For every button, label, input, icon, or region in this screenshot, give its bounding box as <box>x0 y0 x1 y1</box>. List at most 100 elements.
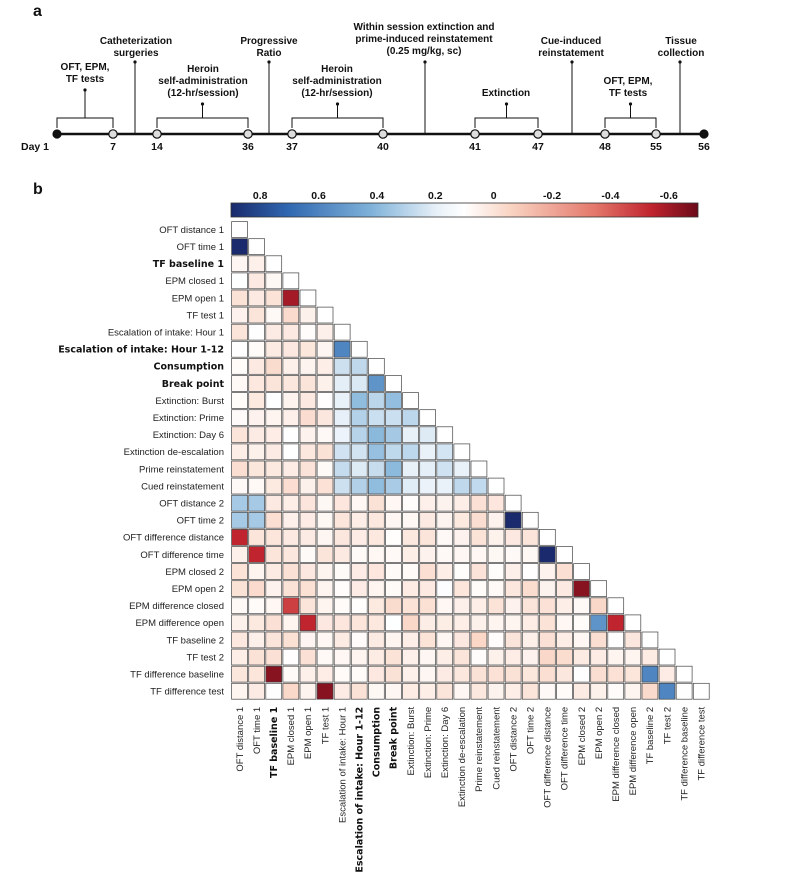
timeline-stem-dot <box>570 60 574 64</box>
heatmap-cell <box>299 392 317 409</box>
heatmap-cell <box>231 426 248 444</box>
heatmap-cell <box>333 358 351 375</box>
heatmap-cell <box>316 494 334 512</box>
timeline-day-marker <box>243 129 253 139</box>
heatmap-cell <box>436 477 454 495</box>
heatmap-cell <box>316 323 334 341</box>
heatmap-cell <box>487 665 505 683</box>
heatmap-cell <box>453 477 471 495</box>
heatmap-cell <box>368 375 385 392</box>
heatmap-cell <box>231 665 248 683</box>
heatmap-diagonal-cell <box>539 529 556 546</box>
heatmap-cell <box>282 306 300 324</box>
heatmap-cell <box>470 631 488 649</box>
heatmap-cell <box>573 614 590 632</box>
heatmap-cell <box>368 443 385 461</box>
heatmap-cell <box>385 409 402 426</box>
heatmap-cell <box>248 255 265 273</box>
heatmap-cell <box>299 477 317 495</box>
heatmap-cell <box>368 426 385 444</box>
heatmap-cell <box>607 682 625 700</box>
heatmap-cell <box>333 614 351 632</box>
heatmap-cell <box>231 631 248 649</box>
heatmap-cell <box>316 665 334 683</box>
heatmap-cell <box>231 358 248 375</box>
row-label: Extinction de-escalation <box>124 447 224 458</box>
heatmap-cell <box>333 529 351 546</box>
heatmap-diagonal-cell <box>316 306 334 324</box>
heatmap-cell <box>487 546 505 563</box>
timeline-day-label: 48 <box>599 141 611 153</box>
heatmap-cell <box>231 580 248 597</box>
heatmap-cell <box>316 597 334 615</box>
heatmap-cell <box>436 648 454 666</box>
colorbar-tick-label: 0.6 <box>311 190 326 202</box>
heatmap-cell <box>248 546 265 563</box>
column-label: TF baseline 1 <box>269 707 280 778</box>
heatmap-cell <box>573 665 590 683</box>
heatmap-cell <box>350 563 368 580</box>
heatmap-cell <box>316 682 334 700</box>
heatmap-cell <box>487 631 505 649</box>
heatmap-cell <box>624 665 642 683</box>
heatmap-cell <box>504 665 522 683</box>
heatmap-diagonal-cell <box>470 460 488 478</box>
heatmap-cell <box>231 614 248 632</box>
heatmap-cell <box>368 460 385 478</box>
timeline-day-label: Day 1 <box>21 141 49 153</box>
heatmap-cell <box>436 494 454 512</box>
heatmap-cell <box>624 682 642 700</box>
column-label: EPM open 1 <box>303 707 314 759</box>
heatmap-diagonal-cell <box>624 614 642 632</box>
heatmap-cell <box>487 580 505 597</box>
heatmap-cell <box>265 375 283 392</box>
heatmap-cell <box>282 409 300 426</box>
heatmap-cell <box>419 563 436 580</box>
heatmap-cell <box>453 665 471 683</box>
row-label: OFT time 2 <box>177 516 224 527</box>
heatmap-cell <box>282 511 300 529</box>
column-label: EPM closed 2 <box>577 707 588 766</box>
heatmap-cell <box>231 546 248 563</box>
heatmap-cell <box>265 580 283 597</box>
heatmap-cell <box>385 392 402 409</box>
heatmap-cell <box>299 323 317 341</box>
heatmap-cell <box>504 631 522 649</box>
row-label: TF baseline 2 <box>166 635 224 646</box>
heatmap-cell <box>402 460 419 478</box>
column-label: Escalation of intake: Hour 1 <box>337 707 348 823</box>
heatmap-cell <box>402 529 419 546</box>
heatmap-cell <box>402 409 419 426</box>
heatmap-cell <box>282 460 300 478</box>
heatmap-cell <box>316 648 334 666</box>
heatmap-diagonal-cell <box>556 546 573 563</box>
heatmap-diagonal-cell <box>333 323 351 341</box>
heatmap-cell <box>333 682 351 700</box>
heatmap-cell <box>248 511 265 529</box>
heatmap-cell <box>368 563 385 580</box>
heatmap-cell <box>299 614 317 632</box>
heatmap-cell <box>350 631 368 649</box>
heatmap-cell <box>453 546 471 563</box>
heatmap-cell <box>231 375 248 392</box>
heatmap-cell <box>504 511 522 529</box>
timeline-day-marker <box>287 129 297 139</box>
heatmap-cell <box>231 648 248 666</box>
heatmap-cell <box>333 477 351 495</box>
heatmap-cell <box>402 665 419 683</box>
heatmap-cell <box>248 375 265 392</box>
colorbar-tick-label: -0.2 <box>543 190 561 202</box>
heatmap-cell <box>265 511 283 529</box>
heatmap-cell <box>350 494 368 512</box>
column-label: Extinction: Prime <box>423 707 434 778</box>
heatmap-cell <box>248 323 265 341</box>
timeline-bracket <box>156 117 249 128</box>
heatmap-cell <box>453 631 471 649</box>
heatmap-cell <box>368 580 385 597</box>
heatmap-cell <box>350 529 368 546</box>
heatmap-cell <box>316 358 334 375</box>
timeline-day-label: 36 <box>242 141 254 153</box>
timeline-event-label: Tissue collection <box>658 36 705 59</box>
column-label: OFT time 1 <box>252 707 263 754</box>
heatmap-cell <box>573 631 590 649</box>
